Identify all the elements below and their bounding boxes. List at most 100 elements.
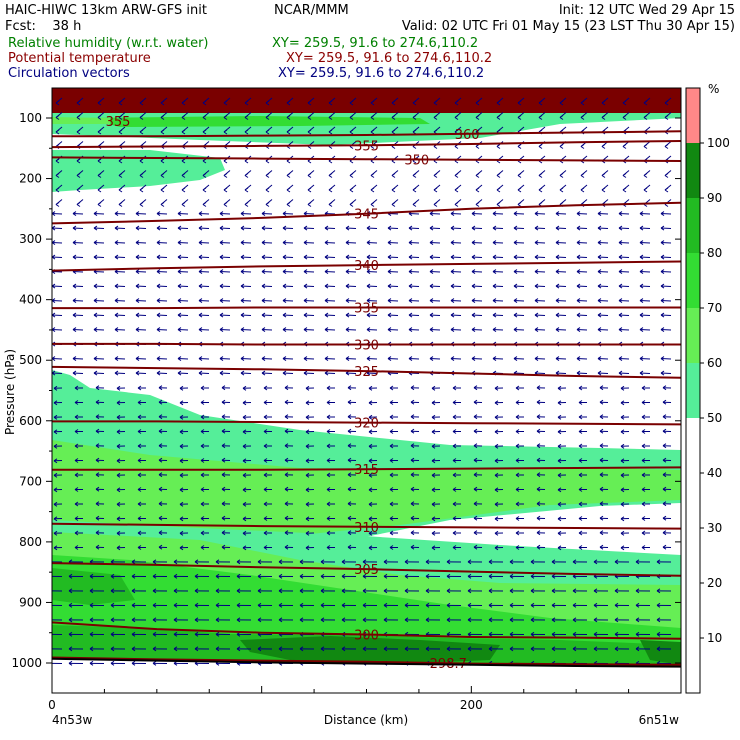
wind-vector-head bbox=[513, 269, 518, 274]
wind-vector-head bbox=[614, 631, 619, 637]
wind-vector-head bbox=[326, 516, 331, 521]
wind-vector-head bbox=[137, 516, 142, 521]
wind-vector-head bbox=[116, 472, 121, 478]
wind-vector-head bbox=[198, 254, 203, 260]
wind-vector-head bbox=[116, 545, 121, 551]
wind-vector-head bbox=[261, 269, 266, 274]
wind-vector-head bbox=[53, 429, 58, 435]
wind-vector-head bbox=[492, 356, 497, 361]
wind-vector-head bbox=[135, 269, 140, 274]
wind-vector-head bbox=[496, 144, 501, 149]
wind-vector-head bbox=[515, 472, 520, 478]
wind-vector-head bbox=[118, 129, 123, 135]
wind-vector-head bbox=[656, 617, 661, 623]
wind-vector-head bbox=[450, 283, 455, 289]
wind-vector-head bbox=[303, 240, 308, 245]
wind-vector-head bbox=[55, 202, 60, 207]
wind-vector-head bbox=[576, 211, 581, 216]
wind-vector-head bbox=[639, 370, 644, 376]
wind-vector-head bbox=[221, 530, 226, 536]
wind-vector-head bbox=[74, 545, 79, 550]
wind-vector-head bbox=[55, 100, 60, 106]
theta-contour-label: 340 bbox=[354, 259, 379, 274]
wind-vector-head bbox=[152, 660, 157, 666]
wind-vector-head bbox=[158, 385, 163, 391]
wind-vector-head bbox=[387, 225, 392, 231]
theta-contour-355 bbox=[52, 140, 681, 149]
wind-vector-head bbox=[471, 312, 476, 318]
wind-vector-head bbox=[263, 530, 268, 536]
wind-vector-head bbox=[68, 631, 73, 637]
wind-vector-head bbox=[135, 356, 140, 361]
wind-vector-head bbox=[68, 602, 73, 608]
wind-vector-head bbox=[341, 559, 346, 565]
wind-vector-head bbox=[614, 588, 619, 594]
wind-vector-head bbox=[97, 202, 102, 207]
wind-vector-head bbox=[131, 646, 136, 652]
wind-vector-head bbox=[366, 327, 371, 332]
y-tick-label: 300 bbox=[19, 232, 42, 246]
wind-vector-head bbox=[370, 115, 375, 120]
colorbar-swatch bbox=[686, 143, 700, 198]
wind-vector-head bbox=[410, 428, 415, 434]
wind-vector-head bbox=[389, 443, 394, 449]
wind-vector-head bbox=[513, 327, 518, 332]
wind-vector-head bbox=[660, 225, 665, 231]
wind-vector-head bbox=[72, 211, 77, 216]
wind-vector-head bbox=[387, 269, 392, 274]
wind-vector-head bbox=[536, 544, 541, 550]
wind-vector-head bbox=[452, 400, 457, 405]
wind-vector-head bbox=[618, 356, 623, 361]
wind-vector-head bbox=[263, 472, 268, 478]
wind-vector-head bbox=[179, 414, 184, 420]
wind-vector-head bbox=[496, 187, 501, 193]
wind-vector-head bbox=[244, 187, 249, 193]
wind-vector-head bbox=[494, 501, 499, 507]
wind-vector-head bbox=[454, 115, 459, 120]
wind-vector-head bbox=[559, 100, 564, 106]
wind-vector-head bbox=[656, 602, 661, 608]
wind-vector-head bbox=[284, 428, 289, 434]
wind-vector-head bbox=[425, 646, 430, 652]
wind-vector-head bbox=[425, 588, 430, 594]
wind-vector-head bbox=[473, 544, 478, 550]
wind-vector-head bbox=[160, 115, 165, 120]
wind-vector-head bbox=[473, 501, 478, 507]
wind-vector-head bbox=[139, 129, 144, 135]
wind-vector-head bbox=[494, 400, 499, 406]
wind-vector-head bbox=[452, 545, 457, 550]
wind-vector-head bbox=[660, 356, 665, 361]
wind-vector-head bbox=[431, 458, 436, 464]
theta-contour-label: 305 bbox=[354, 563, 379, 578]
wind-vector-head bbox=[152, 602, 157, 608]
wind-vector-head bbox=[431, 400, 436, 406]
wind-vector-head bbox=[261, 356, 266, 361]
wind-vector-head bbox=[452, 429, 457, 434]
wind-vector-head bbox=[389, 458, 394, 463]
wind-vector-head bbox=[662, 472, 667, 478]
y-tick-label: 600 bbox=[19, 414, 42, 428]
wind-vector-head bbox=[620, 458, 625, 464]
theta-contour-350 bbox=[52, 156, 681, 162]
wind-vector-head bbox=[536, 486, 541, 492]
rh-region-boundary-dark2 bbox=[640, 640, 681, 665]
wind-vector-head bbox=[347, 399, 352, 405]
wind-vector-head bbox=[473, 414, 478, 420]
wind-vector-head bbox=[236, 617, 241, 623]
wind-vector-head bbox=[593, 602, 598, 608]
wind-vector-head bbox=[261, 327, 266, 332]
wind-vector-head bbox=[345, 356, 350, 361]
wind-vector-head bbox=[536, 443, 541, 449]
x-axis: 0 200 bbox=[48, 686, 682, 712]
wind-vector-head bbox=[219, 254, 224, 260]
wind-vector-head bbox=[158, 399, 163, 405]
wind-vector-head bbox=[200, 414, 205, 420]
wind-vector-head bbox=[496, 100, 501, 106]
wind-vector-head bbox=[305, 516, 310, 522]
wind-vector-head bbox=[118, 100, 123, 106]
wind-vector-head bbox=[221, 486, 226, 492]
wind-vector-head bbox=[488, 602, 493, 608]
wind-vector-head bbox=[635, 588, 640, 594]
terrain-fill bbox=[52, 658, 681, 693]
wind-vector-head bbox=[515, 385, 520, 391]
